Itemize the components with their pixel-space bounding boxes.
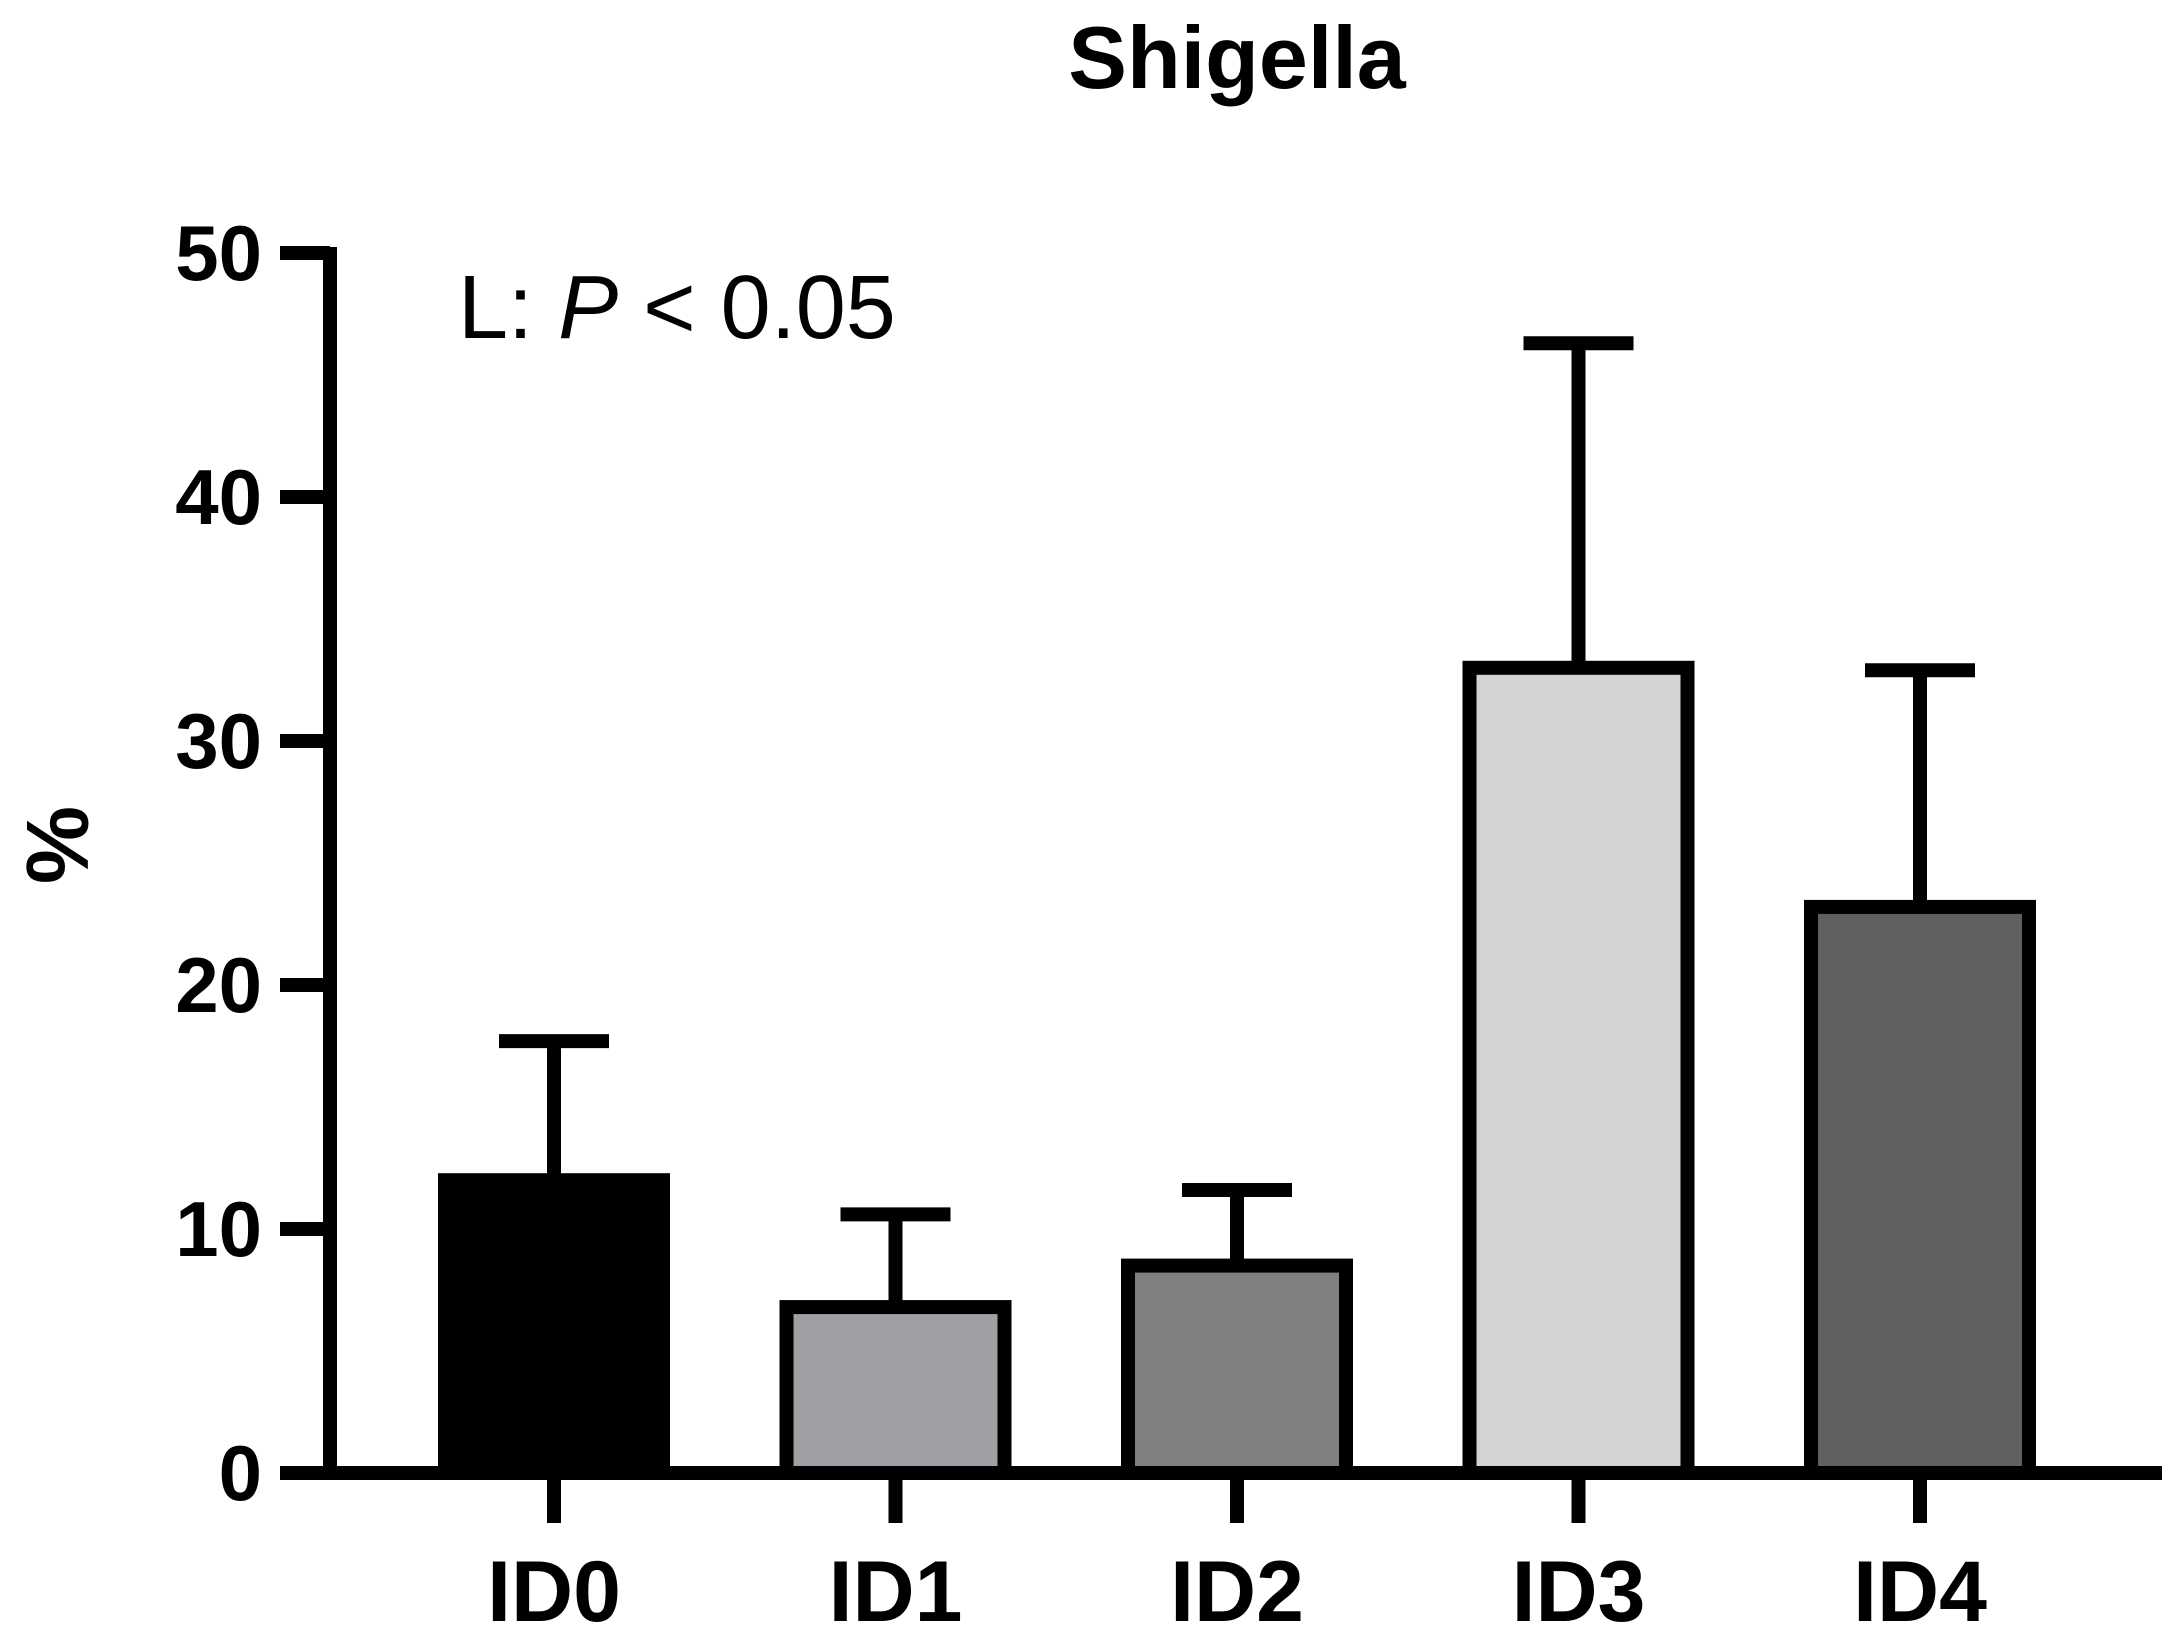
y-tick-label-0: 0: [219, 1429, 262, 1517]
y-tick-label-10: 10: [175, 1185, 262, 1273]
x-axis-ticks: ID0 ID1 ID2 ID3 ID4: [487, 1473, 1987, 1630]
x-tick-label-id1: ID1: [829, 1544, 963, 1630]
annotation-prefix: L:: [458, 258, 558, 358]
significance-annotation: L: P < 0.05: [458, 258, 896, 358]
y-axis-label: %: [8, 806, 107, 884]
annotation-suffix: < 0.05: [618, 258, 896, 358]
x-tick-label-id4: ID4: [1853, 1544, 1987, 1630]
y-tick-label-50: 50: [175, 209, 262, 297]
y-tick-label-20: 20: [175, 941, 262, 1029]
x-tick-label-id3: ID3: [1512, 1544, 1646, 1630]
axes: [280, 247, 2162, 1480]
bar-id4: [1804, 899, 2036, 1480]
bar-id0: [438, 1173, 670, 1480]
y-tick-label-40: 40: [175, 453, 262, 541]
bar-id3: [1462, 660, 1695, 1480]
x-tick-label-id2: ID2: [1170, 1544, 1304, 1630]
bar-id2: [1121, 1258, 1353, 1480]
x-tick-label-id0: ID0: [487, 1544, 621, 1630]
y-tick-label-30: 30: [175, 697, 262, 785]
annotation-p-symbol: P: [558, 258, 618, 358]
chart-title: Shigella: [1068, 8, 1406, 107]
y-axis-ticks: 0 10 20 30 40 50: [175, 209, 330, 1517]
error-bars: [499, 336, 1975, 1308]
bars: [438, 660, 2036, 1480]
bar-id1: [779, 1300, 1012, 1480]
